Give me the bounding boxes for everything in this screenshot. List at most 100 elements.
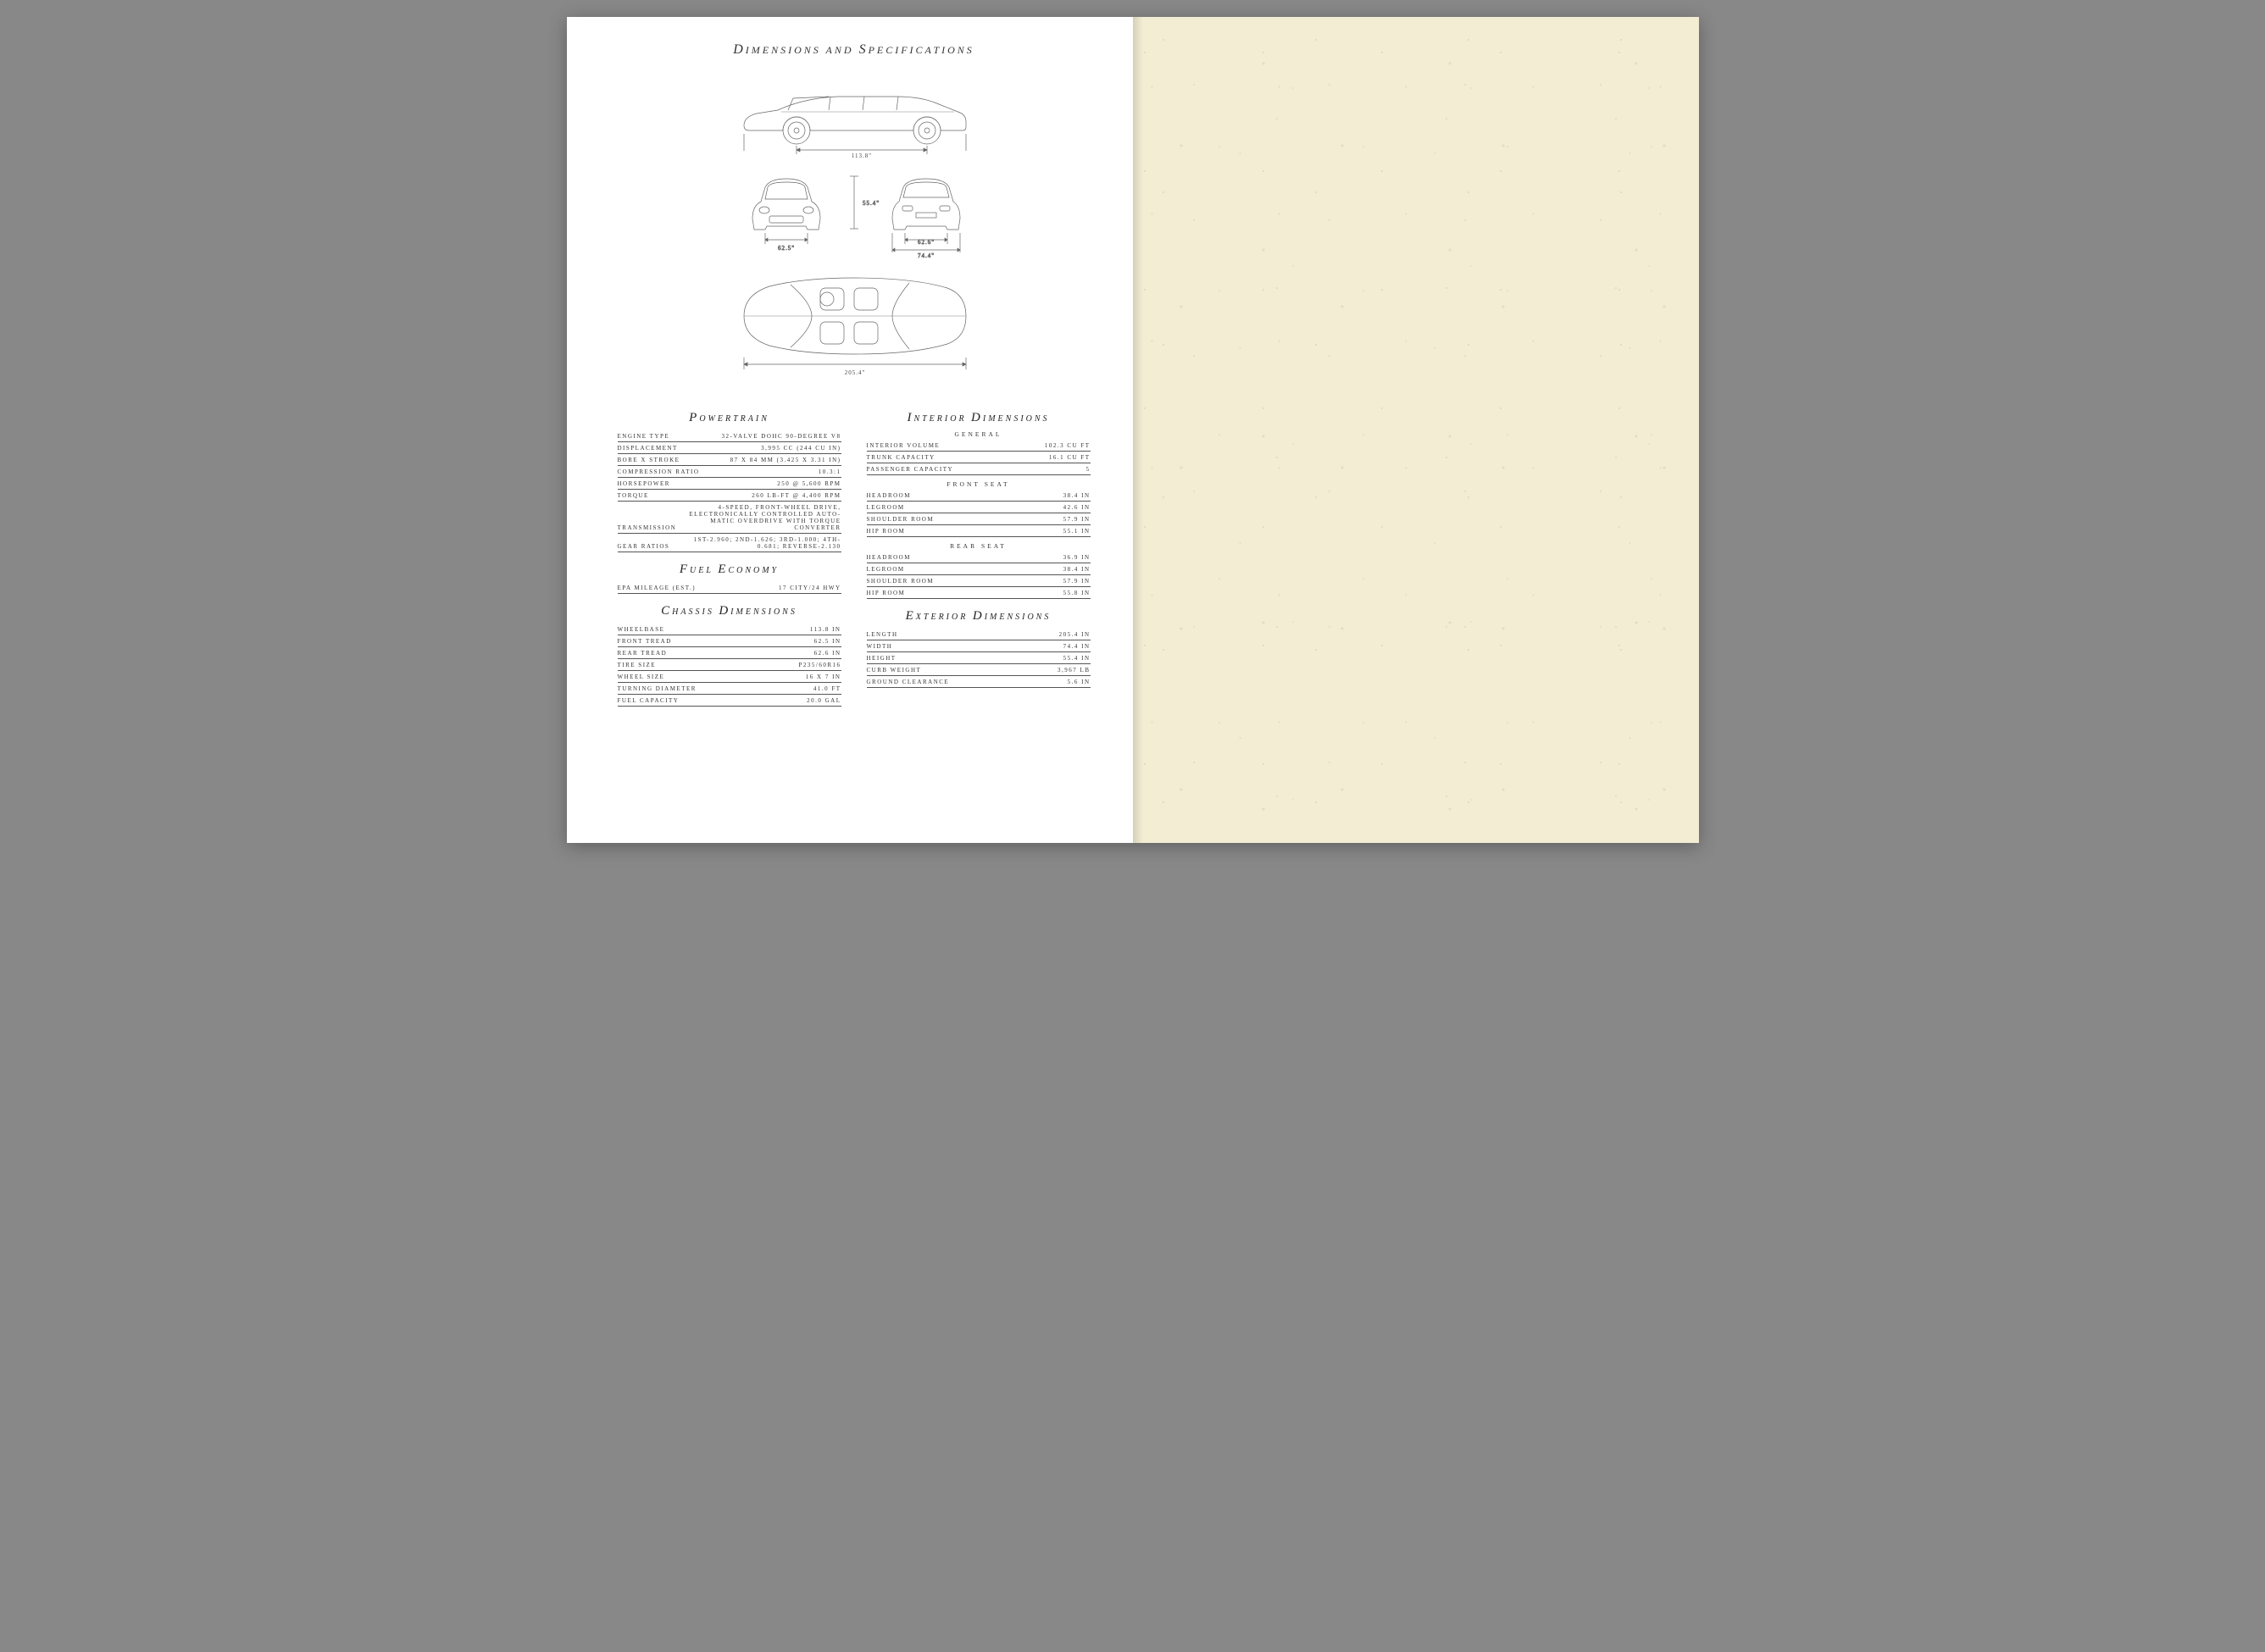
spec-label: HEADROOM: [867, 492, 911, 499]
spec-row: COMPRESSION RATIO 10.3:1: [618, 466, 841, 478]
spec-value: 5: [1086, 466, 1091, 473]
spec-label: WHEELBASE: [618, 626, 665, 633]
spec-value: 16.1 CU FT: [1049, 454, 1091, 461]
spec-value: 57.9 IN: [1063, 516, 1091, 523]
spec-row: HIP ROOM 55.1 IN: [867, 525, 1091, 537]
spec-value: 205.4 IN: [1059, 631, 1091, 638]
spec-label: TIRE SIZE: [618, 662, 657, 668]
spec-value: 5.6 IN: [1068, 679, 1091, 685]
spec-row: WHEELBASE 113.8 IN: [618, 624, 841, 635]
title-word-1: IMENSIONS AND: [746, 44, 859, 56]
spec-value: 36.9 IN: [1063, 554, 1091, 561]
section-title: INTERIOR DIMENSIONS: [867, 411, 1091, 425]
spec-value: 16 X 7 IN: [806, 674, 841, 680]
spec-label: INTERIOR VOLUME: [867, 442, 941, 449]
front-track-dim: 62.5": [777, 245, 794, 252]
top-view-drawing: 205.4": [727, 269, 981, 380]
brochure-spread: DIMENSIONS AND SPECIFICATIONS 113.8": [567, 17, 1699, 843]
spec-value: 102.3 CU FT: [1045, 442, 1091, 449]
spec-label: GEAR RATIOS: [618, 543, 670, 550]
spec-row: LENGTH205.4 IN: [867, 629, 1091, 640]
spec-value: 87 X 84 MM (3.425 X 3.31 IN): [730, 457, 841, 463]
title-cap-1: D: [733, 42, 746, 57]
spec-value: 38.4 IN: [1063, 492, 1091, 499]
binding-shadow: [1133, 17, 1143, 843]
spec-value: P235/60R16: [798, 662, 841, 668]
spec-label: TRANSMISSION: [618, 524, 677, 531]
spec-row: WHEEL SIZE 16 X 7 IN: [618, 671, 841, 683]
spec-label: COMPRESSION RATIO: [618, 468, 700, 475]
spec-label: WIDTH: [867, 643, 893, 650]
spec-value: 42.6 IN: [1063, 504, 1091, 511]
rear-track-dim: 62.6": [917, 239, 934, 246]
spec-label: BORE X STROKE: [618, 457, 680, 463]
title-word-2: PECIFICATIONS: [869, 44, 974, 56]
spec-row: ENGINE TYPE32-VALVE DOHC 90-DEGREE V8: [618, 430, 841, 442]
spec-label: HORSEPOWER: [618, 480, 670, 487]
spec-row: TIRE SIZE P235/60R16: [618, 659, 841, 671]
spec-value: 10.3:1: [819, 468, 841, 475]
spec-label: WHEEL SIZE: [618, 674, 665, 680]
spec-label: SHOULDER ROOM: [867, 516, 935, 523]
spec-row: INTERIOR VOLUME 102.3 CU FT: [867, 440, 1091, 452]
spec-label: HIP ROOM: [867, 528, 906, 535]
spec-row: WIDTH 74.4 IN: [867, 640, 1091, 652]
spec-value: 57.9 IN: [1063, 578, 1091, 585]
spec-label: HEIGHT: [867, 655, 897, 662]
spec-label: TRUNK CAPACITY: [867, 454, 935, 461]
spec-row: HEIGHT55.4 IN: [867, 652, 1091, 664]
spec-row: CURB WEIGHT3,967 LB: [867, 664, 1091, 676]
spec-row: GROUND CLEARANCE 5.6 IN: [867, 676, 1091, 688]
spec-value: 32-VALVE DOHC 90-DEGREE V8: [722, 433, 841, 440]
fuel-section: FUEL ECONOMYEPA MILEAGE (EST.)17 CITY/24…: [618, 563, 841, 594]
width-dim: 74.4": [917, 252, 934, 259]
spec-label: HIP ROOM: [867, 590, 906, 596]
spec-label: LEGROOM: [867, 504, 905, 511]
spec-value: 62.5 IN: [814, 638, 841, 645]
spec-row: FRONT TREAD 62.5 IN: [618, 635, 841, 647]
side-view-drawing: 113.8": [727, 75, 981, 159]
page-left: DIMENSIONS AND SPECIFICATIONS 113.8": [567, 17, 1133, 843]
spec-value: 1ST-2.960; 2ND-1.626; 3RD-1.000; 4TH-0.6…: [676, 536, 841, 550]
spec-row: HEADROOM36.9 IN: [867, 552, 1091, 563]
subsection-heading: FRONT SEAT: [867, 480, 1091, 488]
height-dim: 55.4": [863, 200, 880, 207]
spec-label: TURNING DIAMETER: [618, 685, 697, 692]
spec-row: HORSEPOWER250 @ 5,600 RPM: [618, 478, 841, 490]
spec-label: PASSENGER CAPACITY: [867, 466, 954, 473]
spec-label: REAR TREAD: [618, 650, 668, 657]
front-rear-drawing: 62.5" 55.4": [727, 168, 981, 261]
spec-label: FUEL CAPACITY: [618, 697, 680, 704]
page-title: DIMENSIONS AND SPECIFICATIONS: [618, 42, 1091, 58]
spec-row: LEGROOM 42.6 IN: [867, 502, 1091, 513]
spec-row: TORQUE260 LB-FT @ 4,400 RPM: [618, 490, 841, 502]
length-dim: 205.4": [844, 369, 865, 376]
spec-value: 41.0 FT: [813, 685, 841, 692]
spec-label: FRONT TREAD: [618, 638, 672, 645]
interior-section: INTERIOR DIMENSIONS GENERAL INTERIOR VOLUM…: [867, 411, 1091, 599]
technical-drawings: 113.8" 62.5": [618, 75, 1091, 380]
subsection-heading: REAR SEAT: [867, 542, 1091, 550]
spec-value: 20.0 GAL: [807, 697, 841, 704]
spec-value: 55.8 IN: [1063, 590, 1091, 596]
spec-value: 113.8 IN: [810, 626, 841, 633]
subsection-heading: GENERAL: [867, 430, 1091, 438]
spec-label: DISPLACEMENT: [618, 445, 678, 452]
spec-row: REAR TREAD 62.6 IN: [618, 647, 841, 659]
spec-label: GROUND CLEARANCE: [867, 679, 950, 685]
spec-value: 55.1 IN: [1063, 528, 1091, 535]
section-title: POWERTRAIN: [618, 411, 841, 425]
spec-row: TRANSMISSION4-SPEED, FRONT-WHEEL DRIVE, …: [618, 502, 841, 534]
section-title: CHASSIS DIMENSIONS: [618, 604, 841, 618]
spec-value: 74.4 IN: [1063, 643, 1091, 650]
spec-row: TRUNK CAPACITY 16.1 CU FT: [867, 452, 1091, 463]
left-column: POWERTRAIN ENGINE TYPE32-VALVE DOHC 90-DE…: [618, 401, 841, 707]
spec-row: LEGROOM38.4 IN: [867, 563, 1091, 575]
spec-row: GEAR RATIOS 1ST-2.960; 2ND-1.626; 3RD-1.0…: [618, 534, 841, 552]
title-cap-2: S: [859, 42, 869, 57]
spec-value: 62.6 IN: [814, 650, 841, 657]
spec-label: SHOULDER ROOM: [867, 578, 935, 585]
spec-row: EPA MILEAGE (EST.)17 CITY/24 HWY: [618, 582, 841, 594]
spec-row: PASSENGER CAPACITY 5: [867, 463, 1091, 475]
spec-value: 3,967 LB: [1058, 667, 1090, 674]
